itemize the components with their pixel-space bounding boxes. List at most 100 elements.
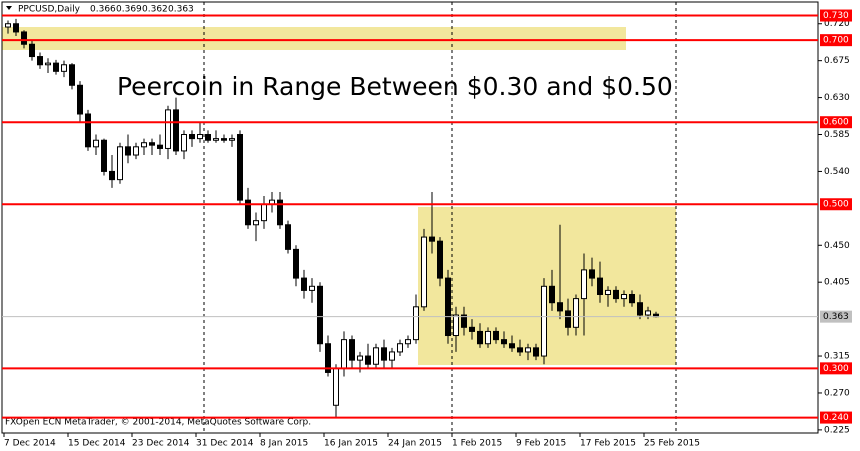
y-tick-label: 0.540 (824, 167, 850, 177)
candle-body (437, 240, 443, 279)
candle-body (301, 277, 307, 291)
level-tag (820, 9, 852, 22)
candle-body (189, 134, 195, 140)
annotation: Peercoin in Range Between $0.30 and $0.5… (117, 72, 673, 101)
candle-body (29, 43, 35, 58)
header-high: 0.369 (116, 5, 142, 15)
candle-body (309, 285, 315, 291)
candle-body (285, 224, 291, 250)
candle-body (477, 330, 483, 345)
candle-body (125, 146, 131, 156)
level-label: 0.240 (823, 413, 849, 423)
candle-body (173, 109, 179, 152)
x-tick-label: 7 Dec 2014 (4, 439, 56, 449)
candle-body (541, 285, 547, 357)
candle-body (365, 355, 371, 365)
candle-body (525, 347, 531, 353)
plot-frame (1, 1, 819, 434)
candle-body (557, 302, 563, 312)
y-tick-label: 0.450 (824, 241, 850, 251)
candle-body (53, 62, 59, 72)
y-tick-label: 0.315 (824, 352, 850, 362)
candle-body (85, 113, 91, 148)
candle-body (381, 347, 387, 361)
candle-body (277, 199, 283, 226)
candle-body (461, 314, 467, 328)
candle-body (509, 343, 515, 349)
candle-body (581, 269, 587, 300)
candle-body (485, 330, 491, 345)
range-box (2, 27, 626, 50)
header-low: 0.362 (142, 5, 168, 15)
candle-body (517, 347, 523, 353)
candle-body (469, 326, 475, 332)
candle-body (621, 294, 627, 300)
candle-body (501, 339, 507, 345)
y-tick-label: 0.630 (824, 93, 850, 103)
candle-body (589, 269, 595, 279)
candle-body (157, 144, 163, 149)
candle-body (429, 236, 435, 242)
price-label: 0.363 (823, 312, 849, 322)
candle-body (389, 351, 395, 361)
candle-body (141, 142, 147, 148)
candle-body (245, 199, 251, 226)
candle-body (405, 339, 411, 345)
x-tick-label: 9 Feb 2015 (516, 439, 566, 449)
candle-body (317, 285, 323, 345)
candle-body (197, 134, 203, 140)
candle-body (341, 339, 347, 369)
y-tick-label: 0.675 (824, 56, 850, 66)
candle-body (93, 139, 99, 148)
x-tick-label: 24 Jan 2015 (388, 439, 442, 449)
header-close: 0.363 (168, 5, 194, 15)
price-tag (820, 310, 852, 323)
candle-body (101, 139, 107, 172)
candle-body (533, 347, 539, 357)
candle-body (325, 343, 331, 373)
candle-body (333, 367, 339, 406)
header-arrow (6, 6, 12, 10)
candle-body (445, 277, 451, 337)
candle-body (397, 343, 403, 353)
candle-body (573, 298, 579, 328)
footer: FXOpen ECN MetaTrader, © 2001-2014, Meta… (5, 418, 311, 428)
candle-body (421, 236, 427, 308)
level-label: 0.500 (823, 200, 849, 210)
candle-body (637, 302, 643, 316)
level-tag (820, 411, 852, 424)
header-open: 0.366 (90, 5, 116, 15)
level-tag (820, 362, 852, 375)
candle-body (213, 138, 219, 141)
y-tick-label: 0.585 (824, 130, 850, 140)
x-tick-label: 8 Jan 2015 (260, 439, 308, 449)
x-tick-label: 23 Dec 2014 (132, 439, 190, 449)
candle-body (45, 62, 51, 66)
candle-body (613, 289, 619, 300)
candle-body (349, 339, 355, 361)
level-label: 0.700 (823, 36, 849, 46)
candle-body (357, 355, 363, 361)
y-tick-label: 0.720 (824, 19, 850, 29)
candle-body (69, 64, 75, 86)
level-tag (820, 116, 852, 129)
y-tick-label: 0.225 (824, 425, 850, 435)
level-tag (820, 34, 852, 47)
y-tick-label: 0.405 (824, 278, 850, 288)
candle-body (229, 138, 235, 141)
x-tick-label: 25 Feb 2015 (644, 439, 700, 449)
candle-body (549, 285, 555, 304)
candle-body (77, 84, 83, 115)
candle-body (61, 64, 67, 72)
candle-body (117, 146, 123, 181)
candle-body (13, 23, 19, 33)
x-tick-label: 1 Feb 2015 (452, 439, 502, 449)
x-tick-label: 16 Jan 2015 (324, 439, 378, 449)
candle-body (293, 248, 299, 279)
candle-body (493, 330, 499, 341)
candle-body (629, 294, 635, 304)
candle-body (645, 310, 651, 316)
candle-body (253, 220, 259, 226)
header-symbol: PPCUSD,Daily (18, 5, 81, 15)
